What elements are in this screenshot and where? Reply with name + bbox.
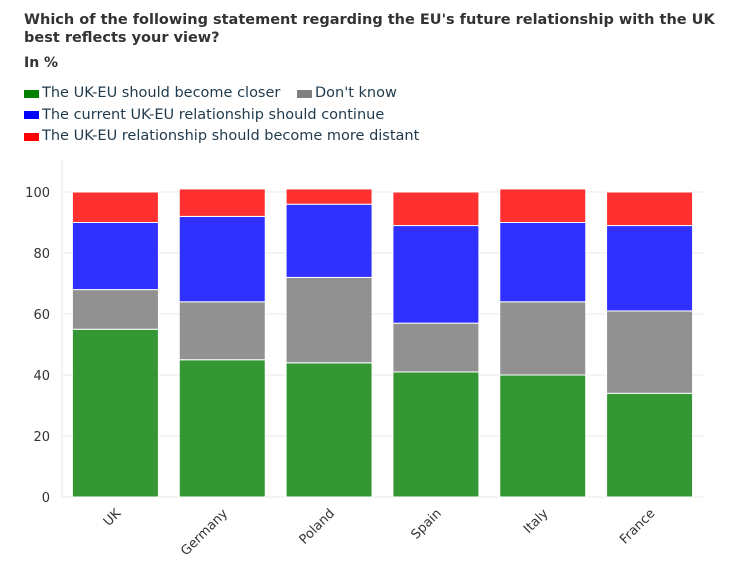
- legend-item-dont-know[interactable]: Don't know: [296, 83, 397, 104]
- legend-swatch: [296, 89, 312, 98]
- bar-segment: [499, 374, 587, 498]
- x-tick-label: Spain: [408, 506, 444, 542]
- bar-segment: [285, 203, 373, 278]
- y-tick-label: 60: [33, 308, 50, 323]
- bar-segment: [606, 310, 694, 394]
- bar-segment: [285, 188, 373, 205]
- bar-segment: [178, 359, 266, 498]
- bar-segment: [392, 225, 480, 324]
- y-tick-label: 20: [33, 430, 50, 445]
- bar-segment: [606, 191, 694, 227]
- legend-swatch: [24, 111, 39, 119]
- bar-segment: [499, 188, 587, 223]
- y-tick-label: 0: [42, 491, 50, 506]
- legend-label: The UK-EU relationship should become mor…: [42, 128, 420, 144]
- bar-segment: [499, 301, 587, 376]
- x-tick-label: Italy: [521, 506, 552, 537]
- legend-label: The current UK-EU relationship should co…: [42, 106, 385, 123]
- bar-segment: [178, 188, 266, 217]
- bar-segment: [71, 191, 159, 223]
- bar-segment: [392, 371, 480, 498]
- bar-segment: [606, 392, 694, 498]
- y-tick-label: 40: [33, 369, 50, 384]
- x-tick-label: UK: [101, 506, 125, 530]
- legend-item-closer[interactable]: The UK-EU should become closer: [24, 83, 280, 104]
- x-tick-label: France: [617, 506, 658, 547]
- bar-segment: [392, 322, 480, 373]
- bar-segment: [178, 215, 266, 303]
- legend-item-continue[interactable]: The current UK-EU relationship should co…: [24, 105, 384, 126]
- x-tick-label: Germany: [178, 506, 231, 559]
- x-tick-label: Poland: [297, 506, 338, 547]
- bar-segment: [392, 191, 480, 227]
- chart-title: Which of the following statement regardi…: [24, 12, 715, 46]
- legend: The UK-EU should become closer Don't kno…: [24, 83, 431, 148]
- bar-segment: [178, 301, 266, 361]
- legend-item-distant[interactable]: The UK-EU relationship should become mor…: [24, 126, 419, 147]
- bar-segment: [606, 225, 694, 312]
- bar-segment: [285, 276, 373, 364]
- bar-segment: [71, 328, 159, 498]
- legend-label: Don't know: [314, 85, 397, 101]
- legend-label: The UK-EU should become closer: [42, 85, 281, 101]
- chart-subtitle: In %: [24, 55, 59, 71]
- bar-segment: [285, 362, 373, 498]
- bar-segment: [71, 289, 159, 330]
- legend-swatch: [24, 89, 39, 98]
- bar-segment: [499, 222, 587, 303]
- y-tick-label: 100: [25, 186, 50, 201]
- legend-swatch: [24, 132, 39, 141]
- bar-segment: [71, 222, 159, 291]
- y-tick-label: 80: [33, 247, 50, 262]
